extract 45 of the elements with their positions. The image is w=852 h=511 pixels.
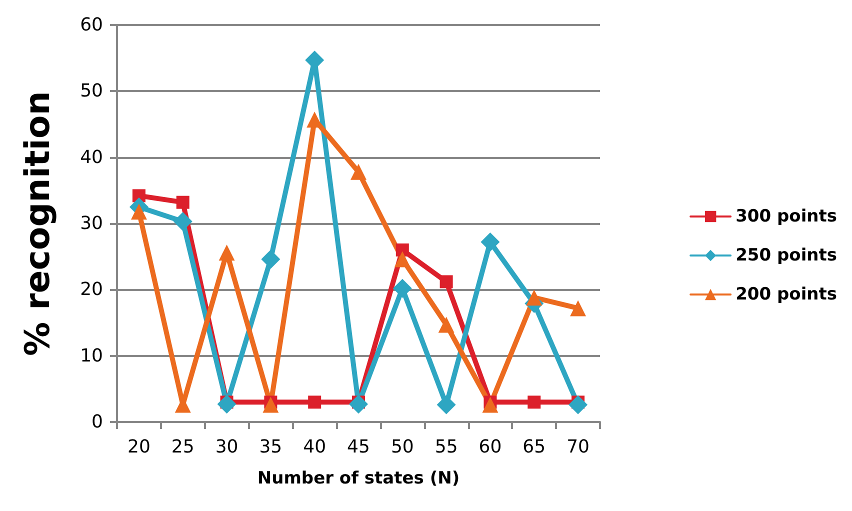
- point: [482, 396, 498, 413]
- point: [394, 251, 410, 268]
- y-tick-label: 20: [80, 279, 103, 300]
- x-tick-label: 25: [171, 436, 194, 458]
- point: [173, 212, 192, 232]
- point: [528, 396, 541, 409]
- point: [526, 290, 542, 306]
- point: [396, 243, 409, 256]
- point: [350, 164, 366, 180]
- point: [261, 250, 280, 269]
- legend-label: 200 points: [736, 284, 838, 304]
- x-tick-label: 70: [566, 436, 590, 458]
- point: [176, 196, 190, 209]
- point: [262, 396, 279, 413]
- x-tick-label: 35: [259, 436, 282, 458]
- x-tick-label: 55: [434, 436, 458, 458]
- y-tick-label: 40: [80, 146, 103, 168]
- point: [570, 300, 586, 316]
- point: [308, 396, 322, 409]
- x-tick-label: 45: [347, 436, 370, 458]
- x-tick-label: 60: [478, 436, 502, 458]
- point: [440, 275, 453, 288]
- x-tick-label: 65: [522, 436, 546, 458]
- x-tick-label: 40: [303, 436, 326, 458]
- y-axis-title: % recognition: [18, 91, 58, 356]
- x-axis-title: Number of states (N): [257, 468, 460, 488]
- point: [438, 316, 454, 333]
- point: [349, 394, 368, 414]
- point: [392, 278, 412, 298]
- y-tick-label: 50: [80, 80, 103, 102]
- y-tick-label: 60: [80, 14, 103, 36]
- point: [568, 395, 588, 414]
- point: [130, 204, 147, 220]
- point: [480, 232, 500, 252]
- x-tick-label: 20: [128, 436, 150, 458]
- point: [217, 394, 236, 414]
- x-tick-label: 50: [390, 436, 414, 458]
- y-tick-label: 0: [92, 412, 103, 432]
- x-tick-label: 30: [215, 436, 238, 458]
- y-tick-label: 30: [80, 213, 103, 234]
- point: [436, 395, 456, 414]
- legend-label: 300 points: [736, 206, 838, 226]
- point: [218, 244, 235, 261]
- legend-label: 250 points: [736, 246, 838, 266]
- y-tick-label: 10: [80, 345, 103, 366]
